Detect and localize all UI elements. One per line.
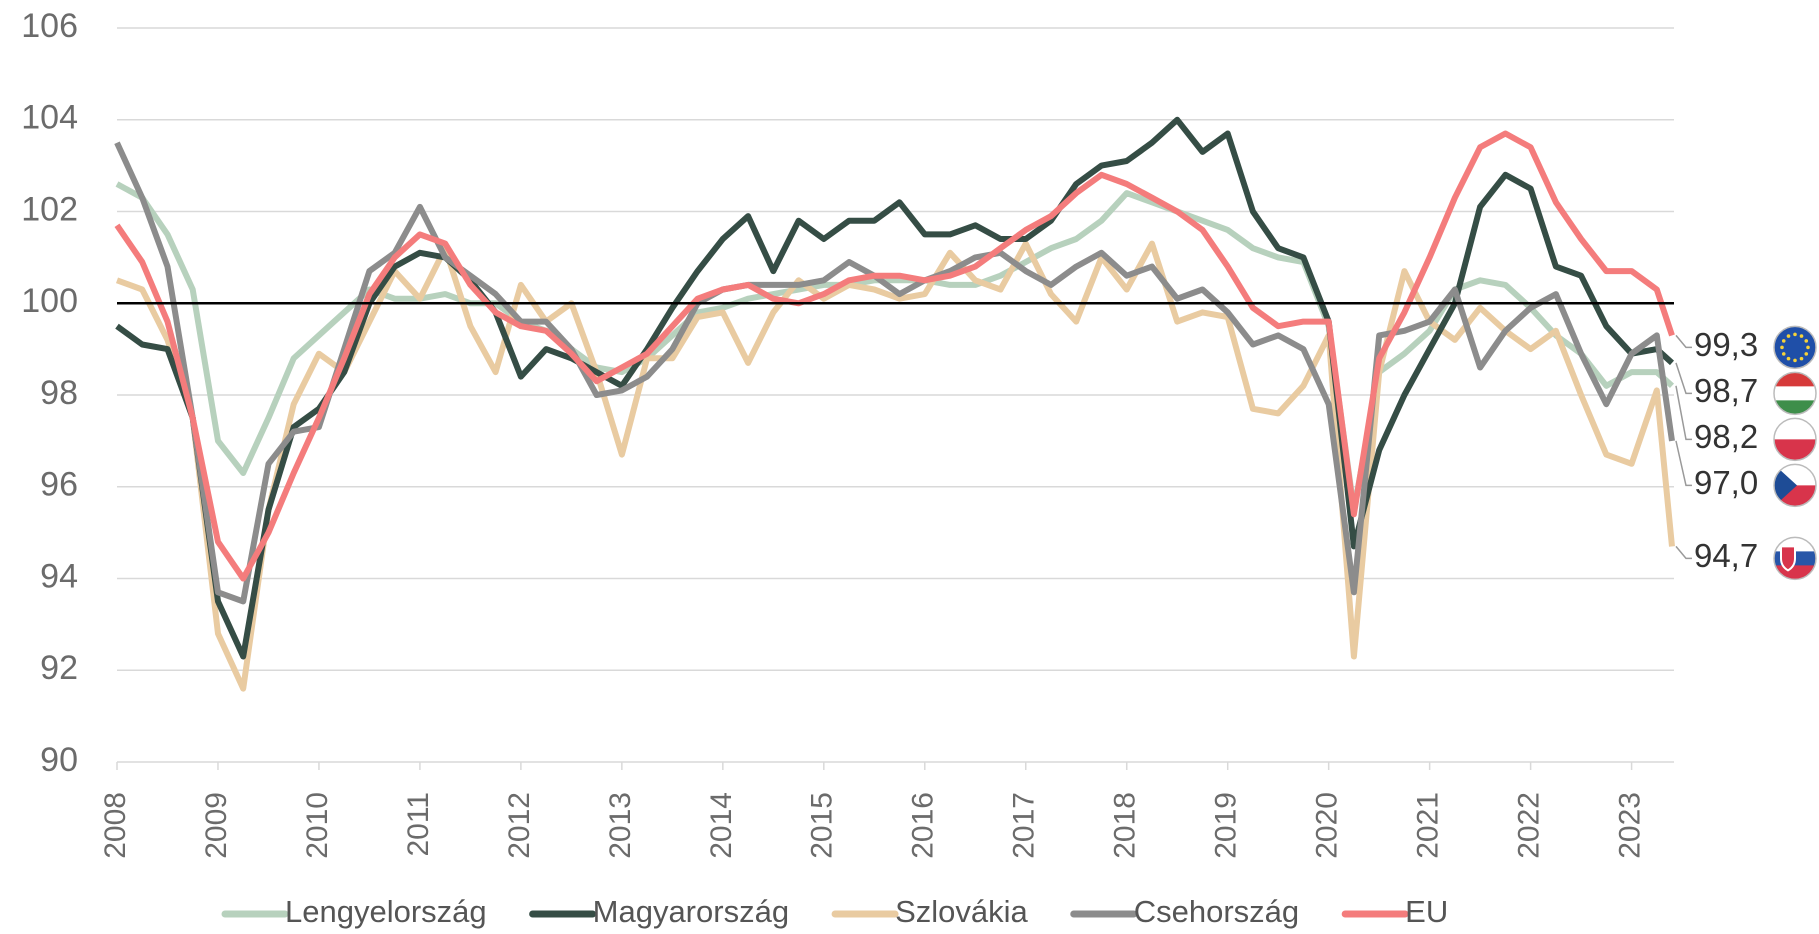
leader-line [1675,334,1692,349]
series-line [115,240,1675,692]
flag-rim [1773,417,1817,462]
end-label: 99,3 [1694,326,1758,363]
y-tick-label: 94 [40,557,78,595]
flag-star [1799,356,1804,361]
flag-stripe [1774,386,1816,401]
leader-line [1675,362,1692,395]
flag-star [1786,334,1791,338]
flag-star [1799,334,1804,338]
flag-star [1804,352,1809,356]
flag [1774,326,1816,369]
x-tick-label: 2017 [1008,792,1041,859]
flag-rim [1773,325,1817,370]
x-tick-label: 2014 [705,792,738,859]
flag-rim [1773,371,1817,416]
x-tick-label: 2009 [200,792,233,859]
flag-star [1804,339,1809,343]
y-tick-label: 96 [40,466,78,504]
leader-line [1675,440,1692,487]
legend-label: EU [1405,894,1448,929]
flag-star [1780,345,1784,350]
x-tick-label: 2016 [907,792,940,859]
series-line [115,116,1675,660]
y-tick-label: 100 [21,282,78,320]
flag-star [1781,339,1786,343]
y-tick-label: 98 [40,374,78,412]
flag-star [1806,345,1810,350]
flag-triangle [1774,464,1797,507]
flag-stripe [1774,372,1816,387]
flag-stripe [1774,439,1816,461]
legend-label: Lengyelország [285,894,487,929]
x-tick-label: 2021 [1412,792,1445,859]
x-tick-label: 2008 [99,792,132,859]
y-tick-label: 104 [21,99,78,137]
legend-label: Szlovákia [895,894,1028,929]
x-tick-label: 2011 [402,792,435,857]
y-tick-label: 90 [40,741,78,779]
flag-star [1781,352,1786,356]
flag-rim [1773,536,1817,581]
x-tick-label: 2020 [1311,792,1344,859]
series-line [114,130,1675,582]
x-tick-label: 2018 [1109,792,1142,859]
flag-stripe [1774,418,1816,440]
flag-emblem [1780,545,1796,572]
flag-star [1793,358,1797,363]
y-tick-label: 102 [21,190,78,228]
x-tick-label: 2015 [806,792,839,859]
leader-line [1675,385,1692,441]
x-tick-label: 2012 [503,792,536,859]
y-tick-label: 106 [21,7,78,45]
x-tick-label: 2013 [604,792,637,859]
flag-rim [1773,463,1817,508]
legend-label: Magyarország [593,894,789,929]
legend-label: Csehország [1134,894,1299,929]
y-tick-label: 92 [40,649,78,687]
end-label: 94,7 [1694,537,1758,574]
flag-star [1793,332,1797,337]
end-label: 97,0 [1694,464,1758,501]
x-tick-label: 2010 [301,792,334,859]
flag [1774,418,1816,461]
end-label: 98,7 [1694,372,1758,409]
flag [1774,464,1816,507]
x-tick-label: 2019 [1210,792,1243,859]
x-tick-label: 2023 [1614,792,1647,859]
series-line [114,141,1675,605]
leader-line [1675,545,1692,560]
flag-star [1786,356,1791,361]
end-label: 98,2 [1694,418,1758,455]
x-tick-label: 2022 [1513,792,1546,859]
